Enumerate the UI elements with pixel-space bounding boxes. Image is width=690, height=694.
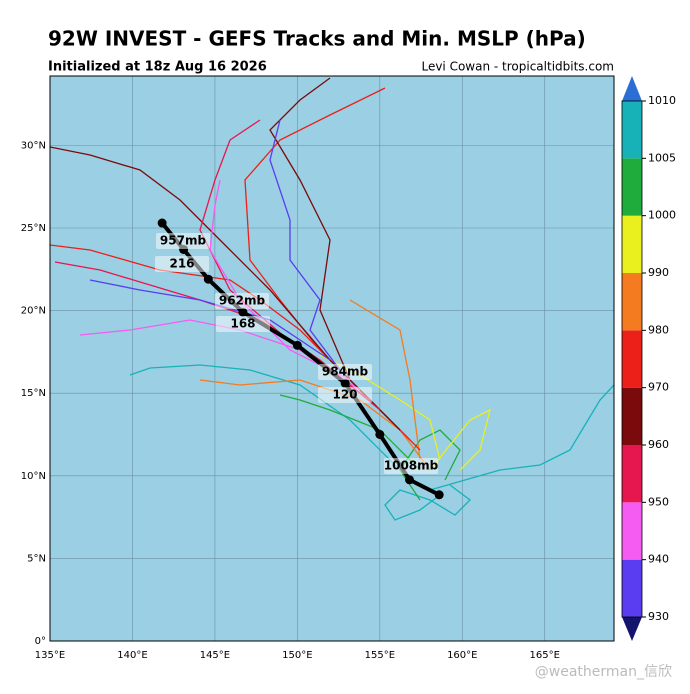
title: 92W INVEST - GEFS Tracks and Min. MSLP (… [48, 27, 586, 51]
y-tick-label: 0° [35, 636, 46, 647]
annotation-label: 957mb [160, 234, 207, 248]
x-tick-label: 135°E [35, 650, 65, 661]
colorbar-frame [621, 100, 643, 618]
grid [50, 76, 614, 641]
y-tick-label: 20°N [21, 306, 46, 317]
colorbar: 930 940 950 960 970 980 990 1000 1005 1010 [621, 76, 676, 641]
annotation: 120 [318, 387, 372, 403]
colorbar-segment [622, 158, 642, 216]
y-tick-label: 10°N [21, 471, 46, 482]
colorbar-tick-label: 960 [648, 438, 669, 451]
colorbar-extend [622, 617, 642, 641]
annotation-box [216, 316, 270, 332]
annotation-box [318, 364, 372, 380]
colorbar-tick-label: 1010 [648, 94, 676, 107]
annotation: 962mb [215, 293, 269, 309]
annotation: 168 [216, 316, 270, 332]
y-tick-label: 15°N [21, 388, 46, 399]
annotation: 957mb [156, 233, 210, 249]
colorbar-segment [622, 387, 642, 445]
x-tick-label: 165°E [530, 650, 560, 661]
colorbar-segment [622, 502, 642, 560]
mean-track-point [238, 307, 248, 317]
annotation-label: 120 [332, 388, 357, 402]
colorbar-segment [622, 559, 642, 617]
x-tick-label: 145°E [200, 650, 230, 661]
colorbar-tick-label: 980 [648, 323, 669, 336]
colorbar-tick-label: 950 [648, 495, 669, 508]
mean-track-point [292, 340, 302, 350]
annotation-label: 984mb [322, 365, 369, 379]
map-frame [49, 75, 615, 642]
colorbar-extend [622, 76, 642, 101]
x-tick-label: 155°E [365, 650, 395, 661]
colorbar-segment [622, 215, 642, 273]
annotation-label: 962mb [219, 294, 266, 308]
mean-track-point [157, 218, 167, 228]
mean-track-point [405, 475, 415, 485]
colorbar-tick-label: 940 [648, 553, 669, 566]
colorbar-tick-label: 970 [648, 381, 669, 394]
colorbar-tick-label: 1005 [648, 151, 676, 164]
annotation: 984mb [318, 364, 372, 380]
credit: Levi Cowan - tropicaltidbits.com [421, 60, 614, 74]
axes: 135°E 140°E 145°E 150°E 155°E 160°E 165°E 0° 5°N… [21, 140, 560, 661]
colorbar-tick-label: 1000 [648, 209, 676, 222]
annotation-box [215, 293, 269, 309]
y-tick-label: 5°N [27, 553, 46, 564]
y-tick-label: 25°N [21, 223, 46, 234]
annotation-label: 216 [169, 257, 194, 271]
annotation-label: 168 [230, 317, 255, 331]
mean-track-point [375, 429, 385, 439]
annotation: 1008mb [384, 458, 439, 474]
colorbar-segment [622, 330, 642, 388]
y-tick-label: 30°N [21, 140, 46, 151]
x-tick-label: 160°E [447, 650, 477, 661]
annotation: 216 [155, 256, 209, 272]
subtitle: Initialized at 18z Aug 16 2026 [48, 60, 267, 75]
annotation-box [318, 387, 372, 403]
colorbar-segment [622, 273, 642, 331]
mean-track-point [434, 490, 444, 500]
mean-track-point [340, 378, 350, 388]
annotation-label: 1008mb [384, 459, 439, 473]
x-tick-label: 140°E [117, 650, 147, 661]
annotation-box [384, 458, 438, 474]
annotation-box [155, 256, 209, 272]
annotation-box [156, 233, 210, 249]
watermark: @weatherman_信欣 [535, 664, 672, 680]
mean-track-point [203, 274, 213, 284]
mean-track: 1008mb 120 984mb 168 962mb 216 957mb [155, 218, 444, 500]
x-tick-label: 150°E [282, 650, 312, 661]
colorbar-segment [622, 445, 642, 503]
colorbar-tick-label: 930 [648, 610, 669, 623]
colorbar-segment [622, 101, 642, 159]
colorbar-tick-label: 990 [648, 266, 669, 279]
